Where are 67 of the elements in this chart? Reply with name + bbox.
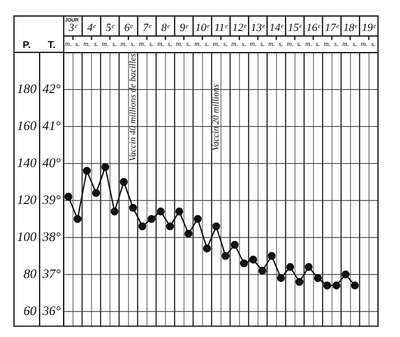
point — [286, 263, 294, 271]
y-tick-label: 41° — [42, 118, 61, 133]
point — [82, 166, 91, 175]
point — [166, 222, 174, 230]
y2-tick-label: 160 — [17, 118, 37, 133]
text: 4ᵉ — [87, 22, 97, 34]
point — [240, 259, 248, 268]
y-tick-label: 39° — [41, 192, 61, 207]
y-tick-label: 36° — [41, 302, 61, 318]
point — [64, 192, 72, 201]
y2-tick-label: 100 — [17, 228, 37, 244]
point — [342, 270, 350, 278]
point — [92, 189, 100, 197]
point — [350, 282, 359, 290]
text: 3ᵉ — [68, 22, 78, 34]
text: 12ᵉ — [232, 22, 248, 34]
text: 6ᵉ — [124, 22, 134, 34]
point — [295, 278, 304, 286]
y-tick-label: 40° — [42, 154, 61, 170]
y2-tick-label: 80 — [24, 266, 37, 281]
y2-tick-label: 140 — [17, 154, 37, 170]
point — [194, 214, 202, 223]
text: 9ᵉ — [180, 22, 190, 34]
point — [314, 274, 322, 282]
annotation: Vaccin 40 millions de bacilles — [127, 53, 138, 162]
point — [323, 282, 332, 290]
y-tick-label: 38° — [41, 228, 61, 244]
point — [212, 222, 220, 230]
point — [175, 208, 184, 216]
text: 18ᵉ — [343, 22, 358, 34]
text: 17ᵉ — [324, 22, 340, 34]
point — [138, 222, 146, 230]
text: 16ᵉ — [306, 22, 322, 34]
point — [230, 240, 239, 249]
text: 19ᵉ — [362, 22, 377, 34]
point — [74, 214, 82, 223]
point — [148, 214, 156, 223]
point — [258, 266, 266, 275]
text: 5ᵉ — [106, 22, 116, 34]
text: 15ᵉ — [288, 22, 303, 34]
text: 10ᵉ — [195, 22, 210, 34]
y2-tick-label: 180 — [17, 80, 37, 96]
y2-axis-title: P. — [22, 40, 32, 51]
point — [184, 230, 192, 238]
y2-tick-label: 60 — [24, 302, 37, 318]
point — [129, 204, 137, 212]
point — [276, 274, 285, 282]
point — [268, 252, 276, 260]
point — [110, 208, 118, 216]
text: 11ᵉ — [214, 22, 228, 34]
point — [120, 178, 128, 186]
text: 13ᵉ — [250, 22, 266, 34]
y2-tick-label: 120 — [17, 192, 37, 207]
point — [203, 244, 211, 252]
text: 14ᵉ — [269, 22, 284, 34]
text: 7ᵉ — [142, 22, 152, 34]
point — [332, 282, 340, 290]
point — [249, 256, 258, 264]
text: 8ᵉ — [161, 22, 171, 34]
point — [304, 263, 313, 271]
y-tick-label: 37° — [41, 266, 61, 281]
point — [156, 208, 165, 216]
annotation: Vaccin 20 millions — [210, 84, 221, 151]
y-axis-title: T. — [48, 40, 56, 51]
point — [222, 252, 230, 260]
point — [101, 163, 110, 172]
y-tick-label: 42° — [42, 80, 61, 96]
